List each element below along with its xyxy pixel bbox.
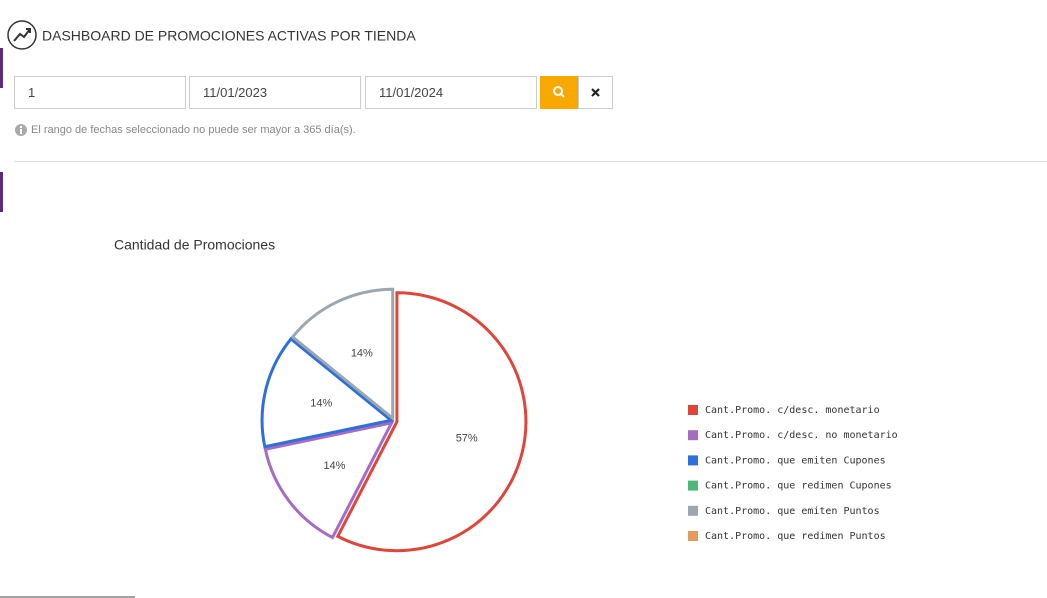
store-input[interactable]: 1: [14, 76, 186, 109]
slice-label: 57%: [456, 433, 478, 445]
legend-label: Cant.Promo. c/desc. no monetario: [705, 430, 898, 441]
slice-label: 14%: [323, 460, 345, 472]
legend-label: Cant.Promo. c/desc. monetario: [705, 405, 880, 416]
slice-label: 14%: [310, 397, 332, 409]
end-date-input[interactable]: 11/01/2024: [365, 76, 537, 109]
pie: 57% 14% 14% 14%: [260, 287, 528, 553]
legend-swatch: [688, 531, 698, 541]
search-icon: [553, 86, 565, 98]
legend-swatch: [688, 455, 698, 466]
pie-slice: [290, 287, 395, 422]
slice-label: 14%: [351, 347, 373, 359]
legend-label: Cant.Promo. que redimen Puntos: [705, 531, 886, 542]
legend-swatch: [688, 405, 698, 415]
legend-swatch: [688, 480, 698, 491]
legend-label: Cant.Promo. que redimen Cupones: [705, 481, 892, 492]
chart-title: Cantidad de Promociones: [114, 237, 275, 253]
page-title: DASHBOARD DE PROMOCIONES ACTIVAS POR TIE…: [42, 28, 416, 44]
legend-label: Cant.Promo. que emiten Cupones: [705, 455, 886, 466]
legend-swatch: [688, 505, 698, 516]
accent-bar: [0, 172, 3, 212]
start-date-input[interactable]: 11/01/2023: [189, 76, 361, 109]
info-icon-stem: [20, 129, 22, 134]
date-range-note: El rango de fechas seleccionado no puede…: [31, 124, 356, 136]
search-button[interactable]: [540, 76, 578, 109]
trend-arrow: [26, 28, 31, 33]
clear-icon: [591, 88, 600, 97]
legend-label: Cant.Promo. que emiten Puntos: [705, 506, 880, 517]
trend-icon: [13, 28, 31, 42]
pie-slice: [263, 420, 395, 540]
accent-bar: [0, 48, 3, 88]
legend-swatch: [688, 430, 698, 441]
info-icon-dot: [20, 126, 22, 128]
pie-slice: [260, 336, 395, 449]
clear-button[interactable]: [578, 76, 613, 109]
pie-slice: [335, 291, 528, 553]
legend: Cant.Promo. c/desc. monetario Cant.Promo.…: [688, 405, 898, 542]
